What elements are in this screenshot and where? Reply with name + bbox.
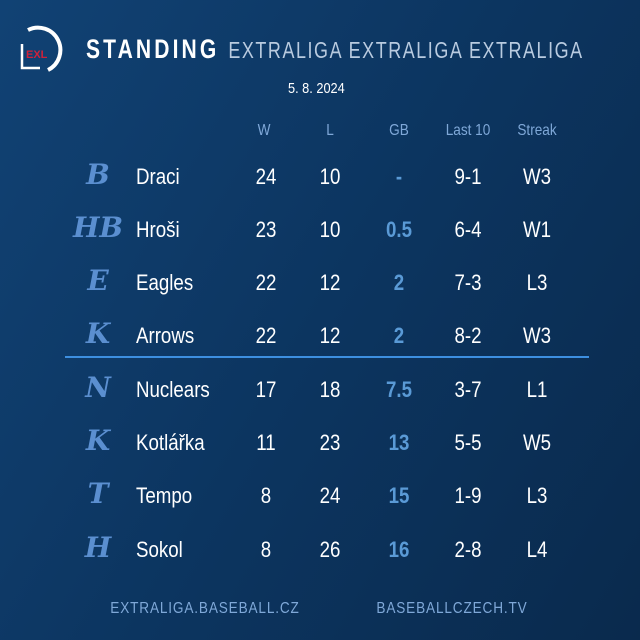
team-logo-icon: N: [85, 371, 111, 404]
streak: W5: [522, 430, 552, 455]
playoff-separator: [65, 356, 589, 358]
games-behind: 16: [388, 537, 410, 562]
team-name: Sokol: [136, 537, 183, 562]
losses: 12: [319, 270, 341, 295]
wins: 22: [255, 323, 277, 348]
table-row: B Draci 24 10 - 9-1 W3: [0, 156, 640, 196]
table-row: N Nuclears 17 18 7.5 3-7 L1: [0, 369, 640, 409]
table-row: HB Hroši 23 10 0.5 6-4 W1: [0, 209, 640, 249]
games-behind: 7.5: [385, 377, 413, 402]
team-logo-icon: HB: [72, 211, 124, 244]
streak: W3: [522, 164, 552, 189]
table-row: K Arrows 22 12 2 8-2 W3: [0, 315, 640, 355]
team-logo-icon: H: [84, 531, 112, 564]
footer-link-baseballczech[interactable]: BASEBALLCZECH.TV: [376, 600, 528, 617]
wins: 24: [255, 164, 277, 189]
team-name: Arrows: [136, 323, 195, 348]
last-10: 8-2: [454, 323, 482, 348]
team-logo-icon: K: [85, 317, 111, 350]
games-behind: 2: [393, 323, 405, 348]
streak: W1: [522, 217, 552, 242]
footer-link-extraliga[interactable]: EXTRALIGA.BASEBALL.CZ: [110, 600, 300, 617]
last-10: 1-9: [454, 483, 482, 508]
team-name: Draci: [136, 164, 180, 189]
team-logo-icon: B: [86, 158, 110, 191]
team-logo-icon: T: [87, 477, 109, 510]
last-10: 2-8: [454, 537, 482, 562]
wins: 22: [255, 270, 277, 295]
last-10: 6-4: [454, 217, 482, 242]
table-row: E Eagles 22 12 2 7-3 L3: [0, 262, 640, 302]
page-title: STANDING EXTRALIGA EXTRALIGA EXTRALIGA: [86, 34, 584, 65]
streak: L4: [526, 537, 548, 562]
header-l: L: [326, 122, 334, 139]
streak: L3: [526, 270, 548, 295]
header-w: W: [257, 122, 271, 139]
table-row: T Tempo 8 24 15 1-9 L3: [0, 475, 640, 515]
losses: 23: [319, 430, 341, 455]
streak: L1: [526, 377, 548, 402]
wins: 8: [260, 483, 272, 508]
losses: 12: [319, 323, 341, 348]
wins: 8: [260, 537, 272, 562]
streak: W3: [522, 323, 552, 348]
extraliga-logo: EXL: [20, 25, 63, 72]
svg-text:EXL: EXL: [26, 49, 48, 61]
wins: 23: [255, 217, 277, 242]
title-text: STANDING: [86, 34, 220, 64]
title-outline: EXTRALIGA EXTRALIGA EXTRALIGA: [228, 37, 584, 63]
wins: 11: [256, 430, 276, 455]
losses: 26: [319, 537, 341, 562]
last-10: 9-1: [454, 164, 482, 189]
header-streak: Streak: [517, 122, 557, 139]
last-10: 5-5: [454, 430, 482, 455]
streak: L3: [526, 483, 548, 508]
losses: 10: [319, 217, 341, 242]
games-behind: -: [395, 164, 403, 189]
games-behind: 2: [393, 270, 405, 295]
team-name: Kotlářka: [136, 430, 205, 455]
team-name: Nuclears: [136, 377, 210, 402]
header-gb: GB: [389, 122, 409, 139]
team-logo-icon: K: [85, 424, 111, 457]
header-last10: Last 10: [445, 122, 491, 139]
losses: 24: [319, 483, 341, 508]
table-row: K Kotlářka 11 23 13 5-5 W5: [0, 422, 640, 462]
last-10: 7-3: [454, 270, 482, 295]
team-name: Eagles: [136, 270, 194, 295]
table-row: H Sokol 8 26 16 2-8 L4: [0, 529, 640, 569]
date: 5. 8. 2024: [288, 80, 345, 97]
last-10: 3-7: [454, 377, 482, 402]
team-logo-icon: E: [87, 264, 109, 297]
losses: 18: [319, 377, 341, 402]
games-behind: 15: [388, 483, 410, 508]
games-behind: 0.5: [385, 217, 413, 242]
losses: 10: [319, 164, 341, 189]
games-behind: 13: [388, 430, 410, 455]
team-name: Hroši: [136, 217, 180, 242]
team-name: Tempo: [136, 483, 193, 508]
wins: 17: [255, 377, 277, 402]
